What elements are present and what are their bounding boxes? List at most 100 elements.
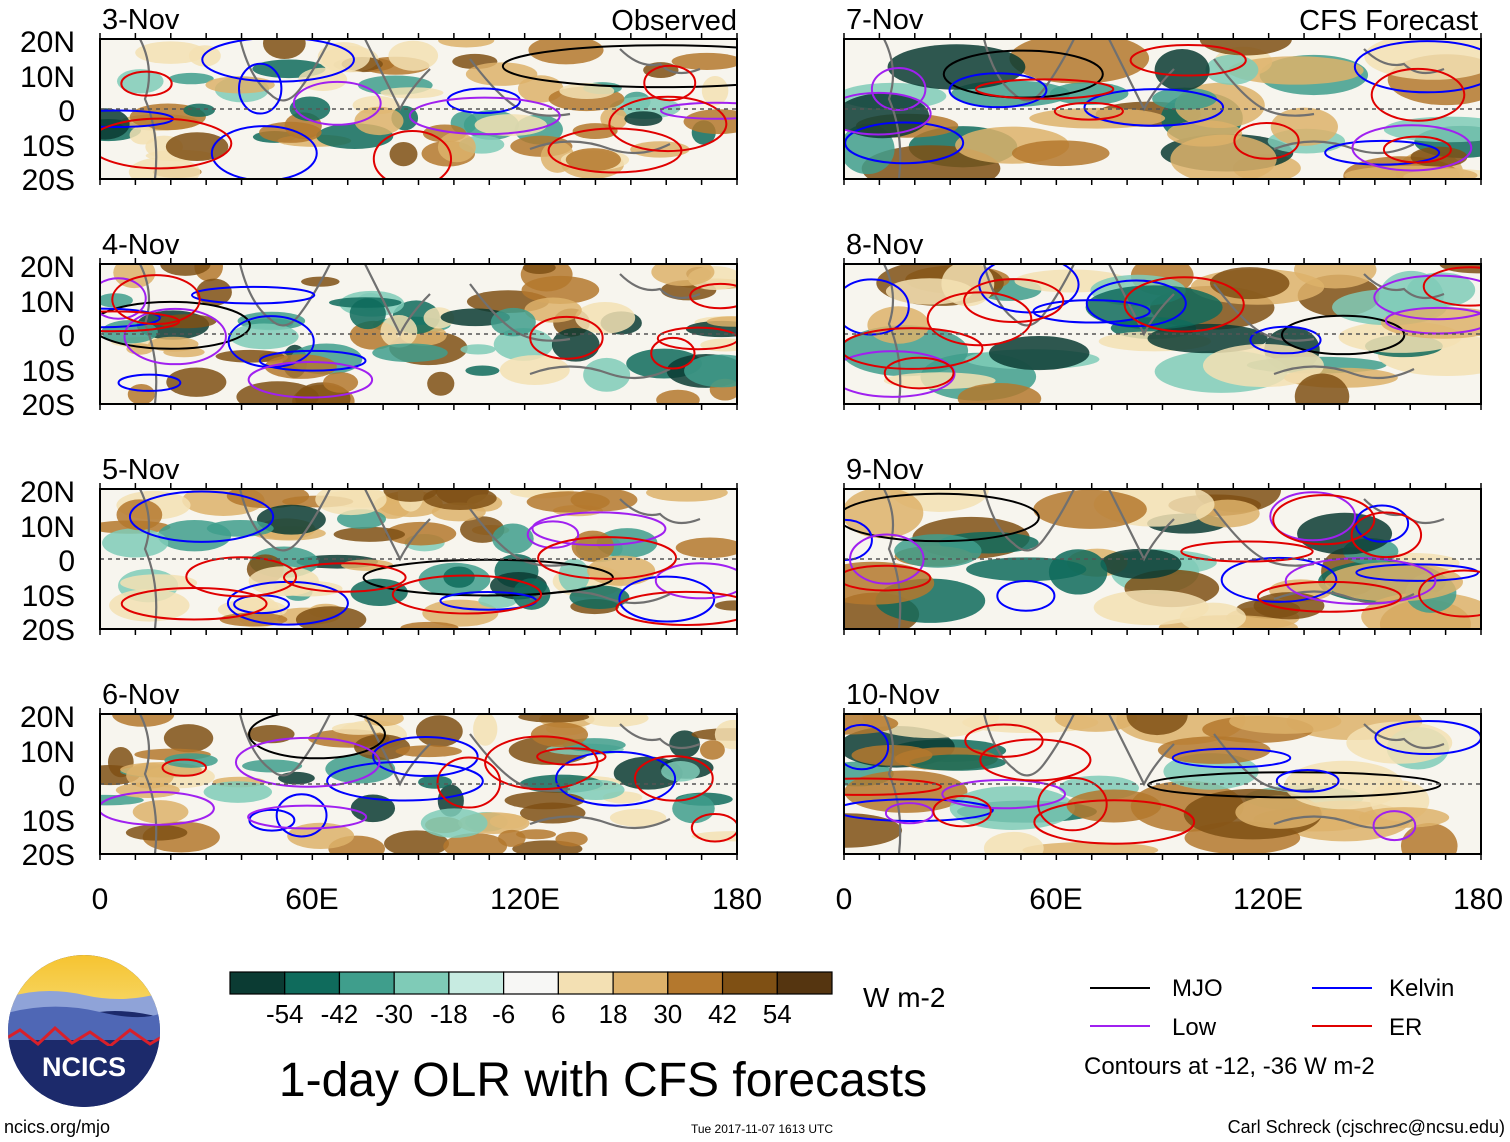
wave-contour [408,96,561,136]
wave-contour [436,756,502,809]
olr-anomaly-blob [388,40,439,71]
olr-anomaly-blob [583,714,649,727]
olr-anomaly-blob [1284,760,1404,810]
legend-note: Contours at -12, -36 W m-2 [1084,1053,1375,1080]
legend-label-er: ER [1389,1014,1422,1041]
olr-anomaly-blob [600,107,628,130]
wave-contour [100,277,147,320]
olr-anomaly-blob [624,111,663,127]
wave-contour [1256,580,1402,613]
wave-contour [932,795,992,828]
panel-date: 4-Nov [102,229,180,261]
olr-anomaly-blob [102,528,169,558]
olr-anomaly-blob [651,264,715,287]
timestamp: Tue 2017-11-07 1613 UTC [691,1122,833,1136]
lat-axis: 20N 10N 0 10S 20S 20N 10N 0 10S 20S 20N … [20,26,75,872]
lat-label-20s: 20S [22,164,75,197]
lat-label-20n: 20N [20,701,75,734]
colorbar-tick-label: -6 [492,999,515,1029]
wave-contour [1422,266,1481,307]
olr-anomaly-blob [714,600,737,611]
olr-anomaly-blob [242,759,303,773]
olr-anomaly-blob [1154,49,1210,91]
olr-anomaly-blob [559,83,615,99]
colorbar-swatch [393,971,450,995]
coastline [1273,365,1415,380]
coastline [619,48,701,75]
olr-anomaly-blob [460,344,496,355]
lat-label-10s: 10S [22,580,75,613]
wave-contour [948,72,1048,109]
colorbar: -54 -42 -30 -18 -6 6 18 30 42 54 [229,971,833,1029]
wave-contour [161,758,208,777]
olr-anomaly-blob [1011,140,1110,167]
colorbar-tick-label: 30 [653,999,682,1029]
coastline [529,815,671,830]
wave-contour [292,80,382,126]
olr-anomaly-blob [113,264,156,289]
coastline [1273,815,1415,830]
olr-anomaly-blob [504,791,585,810]
olr-anomaly-blob [515,829,557,840]
panel-date: 6-Nov [102,679,180,711]
wave-contour [1382,135,1452,164]
olr-anomaly-blob [1228,56,1364,85]
wave-contour [844,350,956,398]
olr-anomaly-blob [656,389,700,404]
wave-contour [650,336,696,370]
olr-anomaly-blob [1235,795,1323,829]
wave-contour [1269,491,1357,542]
legend-label-kelvin: Kelvin [1389,975,1454,1002]
olr-anomaly-blob [551,327,600,362]
wave-contour [844,798,994,822]
coastline [982,489,1075,552]
lat-label-20s: 20S [22,389,75,422]
olr-anomaly-blob [699,740,725,760]
wave-contour [1372,810,1417,842]
map-panel: 3-Nov [99,4,738,185]
lat-label-eq: 0 [58,320,75,353]
olr-anomaly-blob [609,808,667,827]
wave-contour [100,117,233,170]
coastline [619,273,701,300]
wave-contour [1370,67,1466,122]
olr-anomaly-blob [684,354,737,388]
olr-anomaly-blob [332,722,386,735]
olr-anomaly-blob [490,307,536,337]
colorbar-swatch [284,971,341,995]
olr-anomaly-blob [168,72,214,85]
wave-contour [247,361,374,399]
olr-anomaly-blob [380,87,444,99]
coastline [238,489,331,552]
wave-contour [1324,139,1441,166]
wave-contour [1284,557,1437,605]
olr-anomaly-blob [384,830,449,854]
olr-anomaly-blob [714,719,737,750]
olr-anomaly-blob [1410,146,1468,168]
website-link[interactable]: ncics.org/mjo [4,1117,110,1137]
lon-label-180: 180 [1453,883,1503,916]
lat-label-10n: 10N [20,61,75,94]
olr-anomaly-blob [493,327,554,361]
olr-anomaly-blob [333,526,405,542]
olr-anomaly-blob [1400,822,1458,854]
olr-anomaly-blob [499,355,570,386]
olr-anomaly-blob [418,775,453,789]
olr-anomaly-blob [259,121,322,143]
olr-anomaly-blob [1297,512,1393,555]
colorbar-tick-label: -18 [430,999,468,1029]
wave-contour [1275,769,1340,793]
panel-date: 5-Nov [102,454,180,486]
wave-contour [979,738,1092,782]
wave-contour [1037,776,1108,832]
olr-anomaly-blob [183,103,215,117]
wave-contour [689,282,737,310]
olr-anomaly-blob [1093,589,1209,626]
wave-contour [870,66,927,112]
olr-anomaly-blob [567,779,625,801]
olr-anomaly-blob [844,813,903,848]
olr-anomaly-blob [317,42,371,73]
map-panel: 10-Nov [843,679,1482,860]
olr-anomaly-blob [1294,264,1377,289]
wave-contour [1147,771,1442,799]
